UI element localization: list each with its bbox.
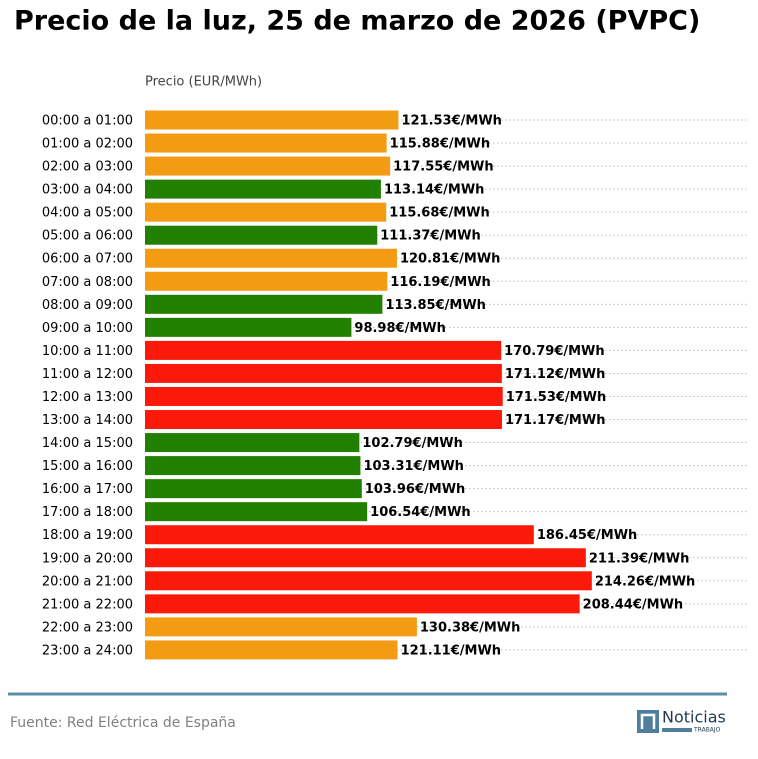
y-tick-label: 20:00 a 21:00	[42, 574, 133, 589]
y-tick-label: 04:00 a 05:00	[42, 206, 133, 221]
bar	[145, 133, 387, 153]
y-tick-label: 14:00 a 15:00	[42, 436, 133, 451]
bar	[145, 617, 417, 637]
value-label: 214.26€/MWh	[595, 574, 696, 589]
value-label: 171.53€/MWh	[506, 390, 607, 405]
bar	[145, 317, 352, 337]
value-label: 103.96€/MWh	[365, 482, 466, 497]
value-label: 130.38€/MWh	[420, 620, 520, 635]
y-tick-label: 18:00 a 19:00	[42, 528, 133, 543]
y-tick-label: 17:00 a 18:00	[42, 505, 133, 520]
value-label: 116.19€/MWh	[390, 275, 491, 290]
logo-name: Noticias	[662, 708, 726, 727]
value-label: 121.11€/MWh	[401, 643, 502, 658]
logo-icon	[637, 710, 659, 733]
value-label: 171.17€/MWh	[505, 413, 605, 428]
bar	[145, 294, 383, 314]
bar	[145, 640, 398, 660]
y-tick-label: 00:00 a 01:00	[42, 114, 133, 129]
bar	[145, 248, 397, 268]
bar	[145, 548, 586, 568]
value-label: 117.55€/MWh	[393, 160, 494, 175]
bar	[145, 479, 362, 499]
bar	[145, 456, 361, 476]
value-label: 170.79€/MWh	[504, 344, 605, 359]
value-label: 121.53€/MWh	[401, 114, 502, 129]
value-label: 115.88€/MWh	[390, 137, 491, 152]
bar	[145, 571, 592, 591]
value-label: 115.68€/MWh	[389, 206, 490, 221]
y-tick-label: 13:00 a 14:00	[42, 413, 133, 428]
value-label: 113.14€/MWh	[384, 183, 485, 198]
value-label: 211.39€/MWh	[589, 551, 690, 566]
y-tick-label: 16:00 a 17:00	[42, 482, 133, 497]
bar	[145, 525, 534, 545]
bar	[145, 225, 378, 245]
y-tick-label: 22:00 a 23:00	[42, 620, 133, 635]
bar	[145, 156, 391, 176]
y-tick-label: 15:00 a 16:00	[42, 459, 133, 474]
bar	[145, 110, 399, 130]
source: Fuente: Red Eléctrica de España	[10, 715, 236, 731]
y-tick-label: 10:00 a 11:00	[42, 344, 133, 359]
value-label: 111.37€/MWh	[380, 229, 481, 244]
value-label: 208.44€/MWh	[583, 597, 684, 612]
logo-subtitle: TRABAJO	[693, 727, 721, 734]
axis-label: Precio (EUR/MWh)	[145, 75, 262, 90]
y-tick-label: 06:00 a 07:00	[42, 252, 133, 267]
value-label: 113.85€/MWh	[385, 298, 486, 313]
bar	[145, 502, 368, 522]
bar	[145, 594, 580, 614]
y-tick-label: 01:00 a 02:00	[42, 137, 133, 152]
bar	[145, 363, 502, 383]
bar	[145, 433, 360, 453]
y-tick-label: 02:00 a 03:00	[42, 160, 133, 175]
value-label: 103.31€/MWh	[363, 459, 464, 474]
value-label: 98.98€/MWh	[354, 321, 445, 336]
y-tick-label: 12:00 a 13:00	[42, 390, 133, 405]
bar	[145, 386, 503, 406]
y-tick-label: 11:00 a 12:00	[42, 367, 133, 382]
y-tick-label: 05:00 a 06:00	[42, 229, 133, 244]
bar	[145, 202, 387, 222]
bar	[145, 410, 502, 430]
value-label: 171.12€/MWh	[505, 367, 606, 382]
value-label: 106.54€/MWh	[370, 505, 471, 520]
value-label: 186.45€/MWh	[537, 528, 638, 543]
value-label: 120.81€/MWh	[400, 252, 501, 267]
bar	[145, 271, 388, 291]
logo-bar	[662, 728, 692, 732]
y-tick-label: 03:00 a 04:00	[42, 183, 133, 198]
chart-title: Precio de la luz, 25 de marzo de 2026 (P…	[14, 6, 700, 37]
y-tick-label: 08:00 a 09:00	[42, 298, 133, 313]
bar	[145, 179, 381, 199]
logo-mark	[640, 713, 656, 729]
y-tick-label: 09:00 a 10:00	[42, 321, 133, 336]
bar	[145, 340, 502, 360]
y-tick-label: 21:00 a 22:00	[42, 597, 133, 612]
y-tick-label: 07:00 a 08:00	[42, 275, 133, 290]
y-tick-label: 23:00 a 24:00	[42, 643, 133, 658]
y-tick-label: 19:00 a 20:00	[42, 551, 133, 566]
value-label: 102.79€/MWh	[362, 436, 463, 451]
